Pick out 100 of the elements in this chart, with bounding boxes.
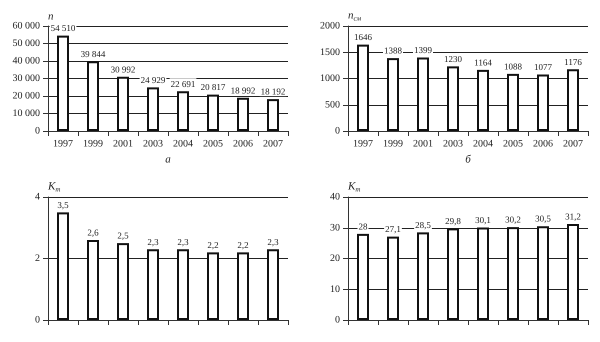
y-tick-label: 50 000 xyxy=(12,38,40,49)
y-tick-label: 10 000 xyxy=(12,108,40,119)
x-tick-label: 2006 xyxy=(533,138,553,150)
bar xyxy=(267,249,279,320)
data-label: 30 992 xyxy=(110,64,136,74)
y-tick-label: 0 xyxy=(35,314,40,326)
data-label: 20 817 xyxy=(200,82,226,92)
y-tick-label: 500 xyxy=(325,99,340,110)
bar xyxy=(357,44,369,131)
data-label: 2,3 xyxy=(177,236,190,247)
data-label: 39 844 xyxy=(80,48,106,59)
data-label: 1088 xyxy=(504,61,522,72)
y-tick-label: 30 000 xyxy=(12,73,40,84)
y-tick-label: 0 xyxy=(335,314,340,326)
bar xyxy=(117,76,129,131)
data-label: 30,5 xyxy=(535,214,552,224)
y-axis-title: n xyxy=(48,10,54,22)
bar xyxy=(477,227,489,320)
data-label: 3,5 xyxy=(57,200,70,210)
x-axis-title: б xyxy=(465,153,472,166)
y-tick-label: 0 xyxy=(335,126,340,136)
bar xyxy=(477,70,489,131)
x-tick-label: 2003 xyxy=(443,138,463,150)
x-axis-title: а xyxy=(165,153,172,166)
x-tick-label: 2005 xyxy=(203,138,223,150)
x-tick-label: 2007 xyxy=(563,138,583,150)
data-label: 1176 xyxy=(564,56,582,67)
y-tick-label: 10 xyxy=(330,284,340,295)
x-tick-label: 1999 xyxy=(83,138,103,150)
bar xyxy=(207,252,219,320)
x-tick-label: 1997 xyxy=(53,138,73,150)
bar xyxy=(177,91,189,131)
bar xyxy=(117,243,129,320)
y-tick-label: 60 000 xyxy=(12,20,40,32)
x-tick-label: 2001 xyxy=(413,138,433,150)
data-label: 2,3 xyxy=(147,236,160,247)
bar xyxy=(357,234,369,320)
data-label: 28 xyxy=(358,221,368,232)
y-tick-label: 0 xyxy=(35,126,40,136)
x-tick-label: 1999 xyxy=(383,138,403,150)
data-label: 1230 xyxy=(444,54,462,64)
data-label: 1077 xyxy=(534,62,552,72)
data-label: 30,2 xyxy=(505,214,521,225)
bar xyxy=(537,226,549,320)
bar xyxy=(567,69,579,131)
bar xyxy=(267,99,279,131)
bar xyxy=(237,252,249,320)
data-label: 24 929 xyxy=(140,74,166,85)
data-label: 18 192 xyxy=(260,86,286,97)
data-label: 18 992 xyxy=(230,85,256,96)
bar xyxy=(417,58,429,131)
x-tick-label: 1997 xyxy=(353,138,373,150)
bar xyxy=(507,74,519,131)
bar xyxy=(147,87,159,131)
bar xyxy=(567,224,579,320)
data-label: 29,8 xyxy=(445,216,462,226)
bar xyxy=(177,249,189,320)
bar xyxy=(87,61,99,131)
bar xyxy=(87,240,99,320)
y-tick-label: 2000 xyxy=(320,20,340,32)
x-tick-label: 2004 xyxy=(173,138,193,150)
y-tick-label: 30 xyxy=(330,222,340,234)
y-tick-label: 1000 xyxy=(320,73,340,84)
x-tick-label: 2003 xyxy=(143,138,163,150)
y-tick-label: 1500 xyxy=(320,46,340,58)
data-label: 31,2 xyxy=(565,212,581,222)
bar xyxy=(447,228,459,320)
data-label: 28,5 xyxy=(415,220,432,230)
x-tick-label: 2006 xyxy=(233,138,253,150)
bar xyxy=(447,66,459,131)
data-label: 54 510 xyxy=(50,23,76,34)
y-tick-label: 20 xyxy=(330,253,340,264)
x-tick-label: 2004 xyxy=(473,138,493,150)
data-label: 1646 xyxy=(354,32,372,42)
data-label: 2,5 xyxy=(117,230,130,241)
bar xyxy=(207,94,219,131)
bar xyxy=(507,227,519,320)
data-label: 1399 xyxy=(414,45,432,56)
bar xyxy=(57,36,69,131)
bar xyxy=(237,98,249,131)
y-tick-label: 2 xyxy=(35,253,40,264)
bar xyxy=(417,232,429,320)
y-tick-label: 4 xyxy=(35,192,40,202)
data-label: 2,2 xyxy=(207,240,219,250)
bar xyxy=(387,236,399,320)
data-label: 2,3 xyxy=(267,236,280,247)
y-tick-label: 20 000 xyxy=(12,90,40,102)
data-label: 22 691 xyxy=(170,78,196,89)
bar xyxy=(147,249,159,320)
x-tick-label: 2005 xyxy=(503,138,523,150)
data-label: 2,6 xyxy=(87,228,100,238)
bar xyxy=(387,58,399,131)
x-tick-label: 2001 xyxy=(113,138,133,150)
data-label: 30,1 xyxy=(475,214,491,225)
bar xyxy=(537,74,549,131)
data-label: 27,1 xyxy=(385,224,401,234)
x-tick-label: 2007 xyxy=(263,138,283,150)
data-label: 1388 xyxy=(384,46,402,56)
data-label: 1164 xyxy=(474,57,492,68)
bar xyxy=(57,212,69,320)
